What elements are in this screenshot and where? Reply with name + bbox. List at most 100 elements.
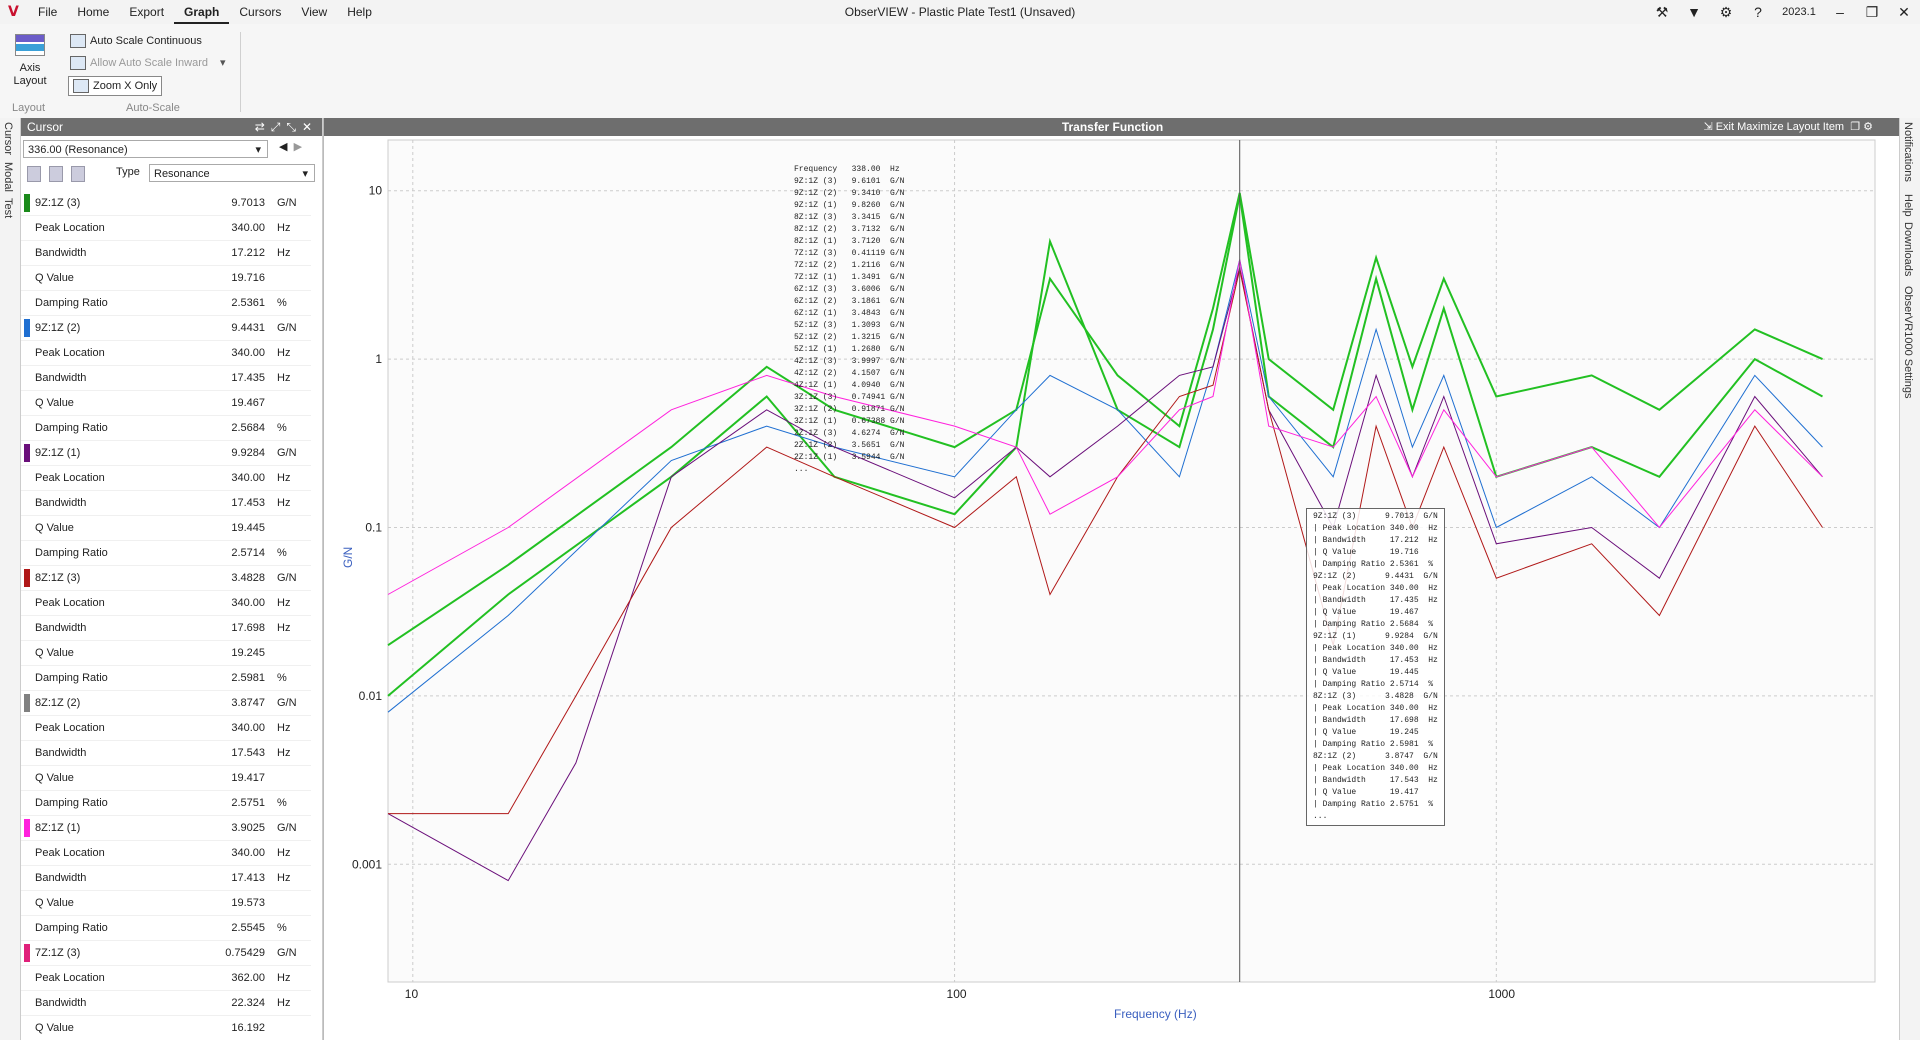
x-tick-label: 1000 [1488, 987, 1515, 1001]
readout-line: | Damping Ratio 2.5684 % [1313, 620, 1434, 629]
panel-buttons[interactable]: ⇄⤢⤡✕ [254, 120, 318, 134]
zoom-x-only-button[interactable]: Zoom X Only [68, 76, 163, 96]
type-select[interactable]: Resonance ▾ [149, 164, 315, 182]
tab-test[interactable]: Test [2, 198, 14, 219]
menu-home[interactable]: Home [77, 5, 110, 19]
metric-value: 17.435 [231, 372, 265, 384]
readout-line: 5Z:1Z (1) 1.2680 G/N [794, 345, 905, 354]
readout-line: 4Z:1Z (3) 3.9997 G/N [794, 357, 905, 366]
cursor-tool-2-icon[interactable] [49, 166, 63, 182]
menu-cursors[interactable]: Cursors [239, 5, 282, 19]
allow-auto-scale-inward-button[interactable]: Allow Auto Scale Inward ▾ [70, 54, 226, 72]
next-cursor-icon[interactable]: ▶ [293, 141, 303, 153]
channel-row[interactable]: 8Z:1Z (3) 3.4828 G/N [21, 566, 311, 591]
tab-help[interactable]: Help [1902, 194, 1914, 217]
menu-file[interactable]: File [38, 5, 58, 19]
metric-row: Damping Ratio 2.5684% [21, 416, 311, 441]
readout-line: | Q Value 19.245 [1313, 728, 1419, 737]
channel-row[interactable]: 8Z:1Z (2) 3.8747 G/N [21, 691, 311, 716]
y-tick-label: 0.1 [365, 520, 382, 534]
chevron-down-icon[interactable]: ▾ [220, 57, 226, 69]
metric-label: Q Value [35, 647, 74, 659]
metric-label: Bandwidth [35, 747, 87, 759]
readout-line: 7Z:1Z (1) 1.3491 G/N [794, 273, 905, 282]
channel-color-swatch [24, 569, 30, 587]
prev-cursor-icon[interactable]: ◀ [279, 141, 288, 153]
auto-scale-continuous-label: Auto Scale Continuous [90, 35, 202, 47]
menu-export[interactable]: Export [129, 5, 165, 19]
channel-name: 9Z:1Z (3) [35, 197, 81, 209]
tab-modal[interactable]: Modal [2, 162, 14, 192]
readout-line: | Bandwidth 17.435 Hz [1313, 596, 1438, 605]
metric-value: 340.00 [231, 722, 265, 734]
y-tick-label: 0.01 [359, 689, 383, 703]
menu-help[interactable]: Help [347, 5, 372, 19]
close-icon[interactable]: ✕ [1898, 3, 1910, 20]
channel-name: 8Z:1Z (1) [35, 822, 81, 834]
metric-value: 16.192 [231, 1022, 265, 1034]
transfer-function-chart[interactable]: 10 100 1000 10 1 0.1 0.01 0.001 G/N Frequency (… [324, 138, 1879, 1040]
axis-layout-button[interactable]: Axis Layout [10, 34, 50, 88]
metric-label: Bandwidth [35, 247, 87, 259]
readout-line: 2Z:1Z (1) 3.5944 G/N [794, 453, 905, 462]
channel-row[interactable]: 7Z:1Z (3) 0.75429 G/N [21, 941, 311, 966]
y-axis-label: G/N [341, 547, 355, 568]
metric-unit: Hz [277, 372, 291, 384]
restore-icon[interactable]: ❐ [1865, 3, 1879, 20]
plot-area [387, 139, 1876, 983]
tab-notifications[interactable]: Notifications [1902, 122, 1914, 182]
metric-row: Bandwidth 17.413 Hz [21, 866, 311, 891]
readout-line: | Damping Ratio 2.5981 % [1313, 740, 1434, 749]
channel-name: 9Z:1Z (1) [35, 447, 81, 459]
cursor-tool-3-icon[interactable] [71, 166, 85, 182]
readout-line: 8Z:1Z (2) 3.8747 G/N [1313, 752, 1438, 761]
readout-line: 9Z:1Z (1) 9.9284 G/N [1313, 632, 1438, 641]
readout-line: 4Z:1Z (1) 4.0940 G/N [794, 381, 905, 390]
channel-row[interactable]: 8Z:1Z (1) 3.9025 G/N [21, 816, 311, 841]
readout-line: | Peak Location 340.00 Hz [1313, 704, 1438, 713]
metric-unit: Hz [277, 972, 291, 984]
cursor-select-value: 336.00 (Resonance) [28, 144, 128, 156]
channel-row[interactable]: 9Z:1Z (3) 9.7013 G/N [21, 191, 311, 216]
readout-line: 6Z:1Z (1) 3.4843 G/N [794, 309, 905, 318]
tab-downloads[interactable]: Downloads [1902, 222, 1914, 277]
cursor-panel-title: Cursor [27, 120, 64, 134]
cursor-tool-1-icon[interactable] [27, 166, 41, 182]
metric-label: Damping Ratio [35, 672, 108, 684]
channel-value: 9.7013 [231, 197, 265, 209]
menu-view[interactable]: View [301, 5, 328, 19]
gear-icon[interactable]: ⚙ [1719, 3, 1733, 20]
tab-cursor[interactable]: Cursor [2, 122, 14, 156]
metric-value: 340.00 [231, 472, 265, 484]
minimize-icon[interactable]: – [1836, 4, 1844, 20]
metric-row: Peak Location 340.00 Hz [21, 466, 311, 491]
left-tab-strip: Cursor Modal Test [0, 118, 21, 1040]
metric-row: Damping Ratio 2.5361% [21, 291, 311, 316]
cursor-select[interactable]: 336.00 (Resonance) ▾ [23, 140, 268, 158]
channel-unit: G/N [277, 322, 297, 334]
readout-line: | Damping Ratio 2.5751 % [1313, 800, 1434, 809]
metric-unit: % [277, 547, 287, 559]
tools-icon[interactable]: ⚒ [1655, 3, 1669, 20]
metric-row: Damping Ratio 2.5714% [21, 541, 311, 566]
channel-row[interactable]: 9Z:1Z (1) 9.9284 G/N [21, 441, 311, 466]
metric-value: 340.00 [231, 222, 265, 234]
metric-value: 19.716 [231, 272, 265, 284]
cursor-rows: 9Z:1Z (3) 9.7013 G/N Peak Location 340.00 Hz B… [21, 191, 311, 1040]
exit-maximize-button[interactable]: ⇲ Exit Maximize Layout Item ❐ ⚙ [1703, 121, 1873, 133]
graph-title: Transfer Function [1061, 120, 1164, 134]
channel-row[interactable]: 9Z:1Z (2) 9.4431 G/N [21, 316, 311, 341]
series-line [388, 269, 1823, 815]
help-icon[interactable]: ? [1754, 4, 1762, 20]
metric-label: Peak Location [35, 347, 105, 359]
channel-name: 9Z:1Z (2) [35, 322, 81, 334]
readout-line: 3Z:1Z (3) 0.74941 G/N [794, 393, 905, 402]
metric-row: Bandwidth 17.453 Hz [21, 491, 311, 516]
channel-name: 8Z:1Z (2) [35, 697, 81, 709]
filter-icon[interactable]: ▼ [1687, 4, 1701, 20]
auto-scale-continuous-button[interactable]: Auto Scale Continuous [70, 32, 202, 50]
cursor-readout-box[interactable]: 9Z:1Z (3) 9.7013 G/N | Peak Location 340.… [1306, 508, 1445, 826]
metric-label: Q Value [35, 397, 74, 409]
menu-graph[interactable]: Graph [174, 0, 230, 24]
tab-observr-settings[interactable]: ObserVR1000 Settings [1902, 286, 1914, 399]
